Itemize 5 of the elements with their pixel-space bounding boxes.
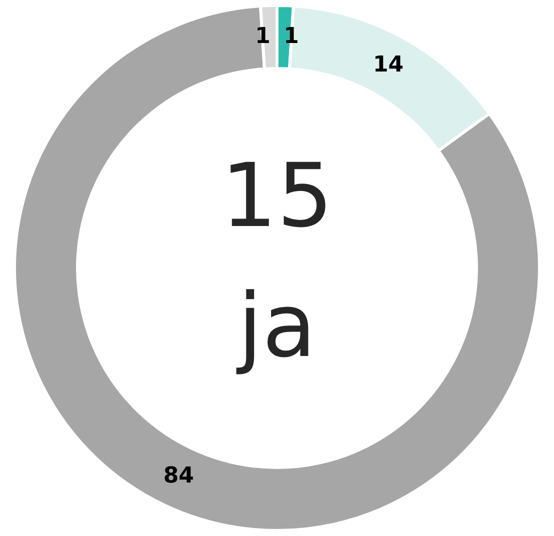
- data-label: 14: [372, 52, 404, 78]
- data-label: 84: [163, 464, 194, 489]
- data-label: 1: [255, 24, 270, 49]
- text: 15: [221, 144, 333, 247]
- text: ja: [236, 274, 316, 377]
